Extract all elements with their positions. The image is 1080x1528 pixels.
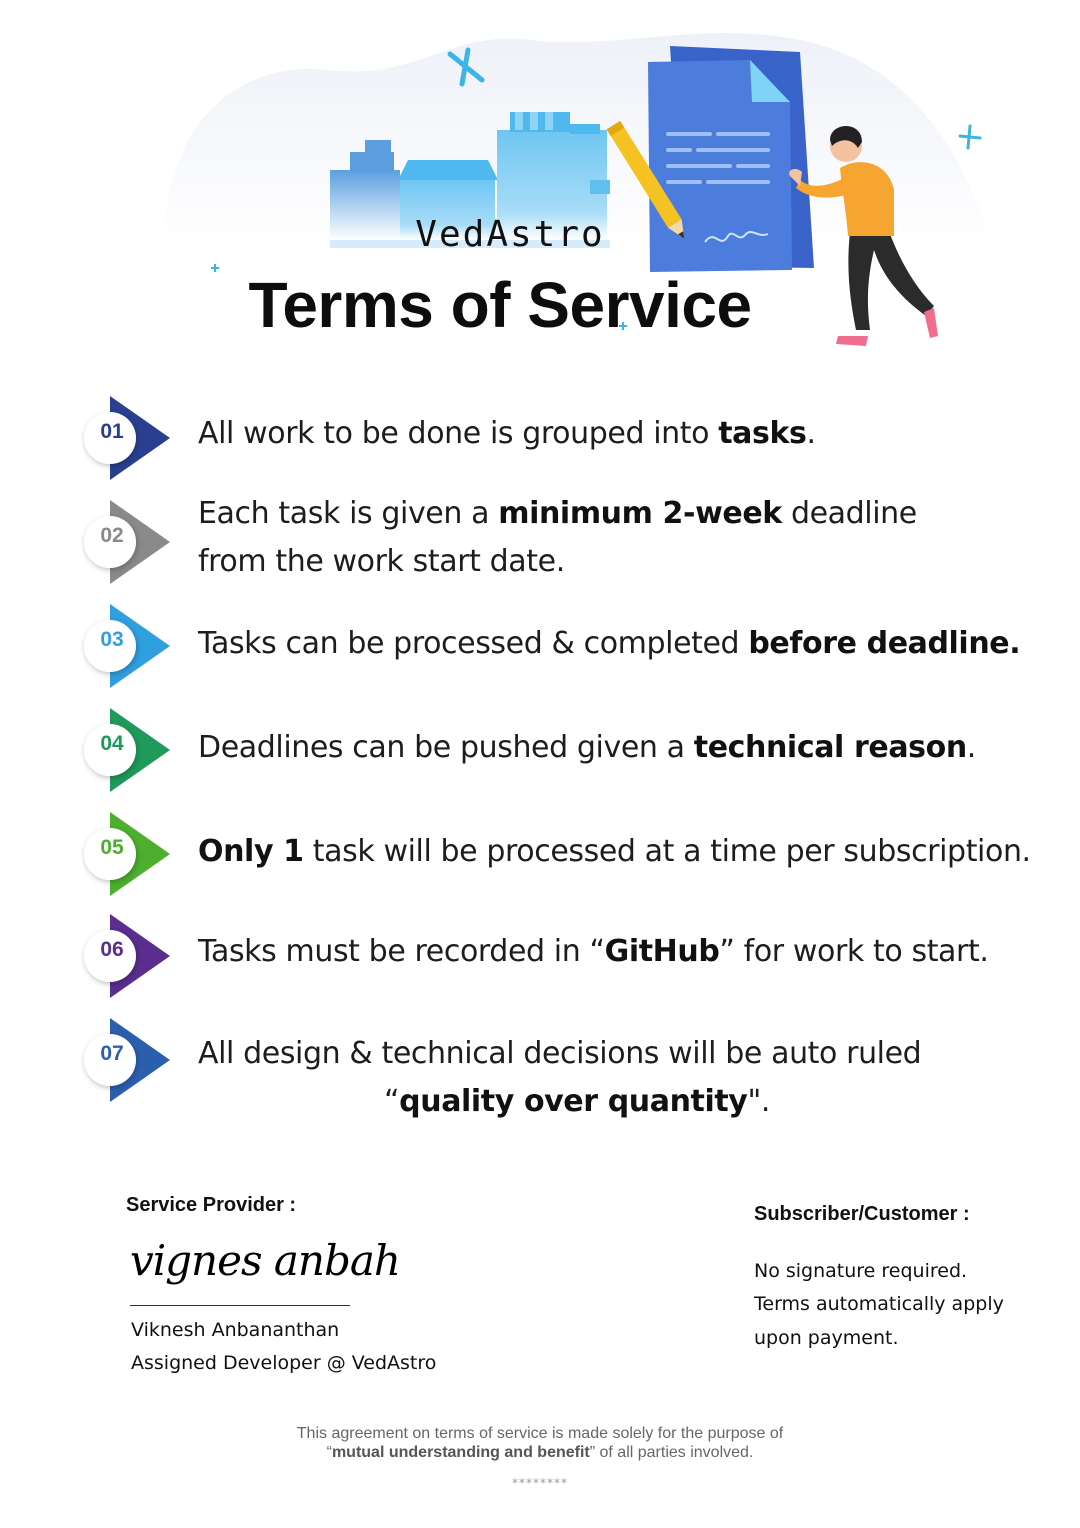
term-number: 07 bbox=[100, 1042, 124, 1065]
footer-line-2: “mutual understanding and benefit” of al… bbox=[326, 1444, 754, 1461]
term-number: 04 bbox=[100, 732, 124, 755]
subscriber-line-2: Terms automatically apply bbox=[754, 1293, 1004, 1315]
provider-name: Viknesh Anbananthan bbox=[131, 1319, 340, 1341]
term-number-badge: 05 bbox=[80, 812, 176, 896]
term-number-badge: 02 bbox=[80, 500, 176, 584]
term-number-badge: 04 bbox=[80, 708, 176, 792]
chevron-right-icon bbox=[84, 914, 170, 998]
term-segment: All design & technical decisions will be… bbox=[198, 1036, 922, 1071]
term-emphasis: Only 1 bbox=[198, 834, 304, 869]
term-emphasis: minimum 2-week bbox=[498, 496, 782, 531]
footer-stars: ******** bbox=[512, 1476, 568, 1490]
chevron-right-icon bbox=[84, 812, 170, 896]
term-emphasis: GitHub bbox=[604, 934, 720, 969]
footer-emphasis: mutual understanding and benefit bbox=[331, 1444, 590, 1461]
chevron-right-icon bbox=[84, 708, 170, 792]
term-emphasis: quality over quantity bbox=[399, 1084, 748, 1119]
term-segment: task will be processed at a time per sub… bbox=[303, 834, 1031, 869]
term-segment: ” for work to start. bbox=[719, 934, 989, 969]
term-segment: “ bbox=[384, 1084, 400, 1119]
term-segment: deadline bbox=[781, 496, 917, 531]
city-skyline bbox=[330, 112, 610, 248]
person-illustration bbox=[789, 126, 938, 346]
chevron-right-icon bbox=[84, 396, 170, 480]
term-text: Tasks must be recorded in “GitHub” for w… bbox=[198, 928, 989, 976]
hero-illustration bbox=[0, 0, 1080, 360]
term-number: 05 bbox=[100, 836, 124, 859]
plus-icon bbox=[211, 264, 627, 330]
term-segment: Deadlines can be pushed given a bbox=[198, 730, 694, 765]
subscriber-line-3: upon payment. bbox=[754, 1327, 899, 1349]
term-text: Deadlines can be pushed given a technica… bbox=[198, 724, 976, 772]
term-text: Only 1 task will be processed at a time … bbox=[198, 828, 1031, 876]
term-segment: ". bbox=[747, 1084, 770, 1119]
term-segment: All work to be done is grouped into bbox=[198, 416, 719, 451]
term-emphasis: technical reason bbox=[693, 730, 967, 765]
plus-icon bbox=[447, 47, 485, 87]
footer-note: This agreement on terms of service is ma… bbox=[190, 1424, 890, 1462]
term-emphasis: tasks bbox=[718, 416, 807, 451]
signature-line bbox=[130, 1305, 350, 1306]
hero-graphic bbox=[165, 32, 990, 346]
footer-line-1: This agreement on terms of service is ma… bbox=[296, 1425, 784, 1442]
provider-role: Assigned Developer @ VedAstro bbox=[131, 1352, 437, 1374]
term-emphasis: before deadline. bbox=[748, 626, 1021, 661]
term-segment: Tasks must be recorded in “ bbox=[198, 934, 605, 969]
term-number-badge: 07 bbox=[80, 1018, 176, 1102]
term-number-badge: 06 bbox=[80, 914, 176, 998]
term-segment: . bbox=[966, 730, 977, 765]
page-title: Terms of Service bbox=[248, 269, 752, 341]
term-text: Each task is given a minimum 2-week dead… bbox=[198, 490, 917, 586]
term-number: 03 bbox=[100, 628, 124, 651]
term-number-badge: 01 bbox=[80, 396, 176, 480]
term-segment: from the work start date. bbox=[198, 544, 565, 579]
subscriber-heading: Subscriber/Customer : bbox=[754, 1203, 970, 1225]
brand-name: VedAstro bbox=[415, 214, 605, 255]
term-text: All work to be done is grouped into task… bbox=[198, 410, 816, 458]
document-illustration bbox=[606, 46, 814, 272]
chevron-right-icon bbox=[84, 500, 170, 584]
provider-heading: Service Provider : bbox=[126, 1194, 297, 1216]
chevron-right-icon bbox=[84, 604, 170, 688]
term-number: 02 bbox=[100, 524, 124, 547]
term-text: All design & technical decisions will be… bbox=[198, 1030, 922, 1126]
term-segment: Each task is given a bbox=[198, 496, 499, 531]
chevron-right-icon bbox=[84, 1018, 170, 1102]
provider-signature: vignes anbah bbox=[130, 1236, 401, 1285]
term-number: 06 bbox=[100, 938, 124, 961]
term-number: 01 bbox=[100, 420, 124, 443]
term-text: Tasks can be processed & completed befor… bbox=[198, 620, 1021, 668]
subscriber-line-1: No signature required. bbox=[754, 1260, 968, 1282]
plus-icon bbox=[958, 124, 982, 150]
term-number-badge: 03 bbox=[80, 604, 176, 688]
term-segment: Tasks can be processed & completed bbox=[198, 626, 749, 661]
term-segment: . bbox=[806, 416, 816, 451]
